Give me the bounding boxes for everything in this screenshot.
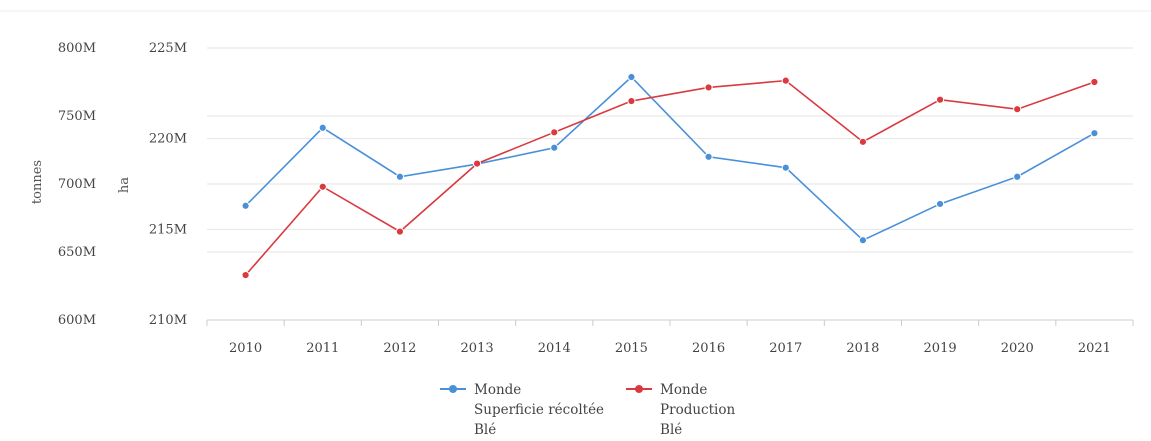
x-tick-label: 2021	[1078, 341, 1111, 356]
data-point[interactable]	[935, 95, 945, 104]
legend-line-2: Superficie récoltée	[474, 402, 605, 418]
data-point[interactable]	[627, 96, 636, 106]
right-tick-label: 220M	[149, 132, 187, 147]
legend-swatch-blue	[440, 382, 466, 396]
data-point[interactable]	[318, 123, 327, 132]
x-tick-label: 2012	[383, 341, 416, 356]
right-tick-label: 225M	[149, 41, 187, 56]
data-point[interactable]	[781, 163, 790, 172]
data-point[interactable]	[1013, 172, 1022, 181]
x-tick-label: 2011	[306, 341, 339, 356]
left-tick-label: 700M	[58, 177, 96, 192]
x-tick-label: 2016	[692, 341, 725, 356]
x-tick-label: 2015	[615, 341, 648, 356]
data-point[interactable]	[241, 201, 250, 210]
left-tick-label: 600M	[58, 313, 96, 328]
right-tick-label: 210M	[149, 313, 187, 328]
left-tick-label: 650M	[58, 245, 96, 260]
data-point[interactable]	[1090, 77, 1099, 87]
x-tick-label: 2014	[538, 341, 571, 356]
data-point[interactable]	[704, 152, 713, 161]
gridlines	[207, 47, 1133, 253]
data-point[interactable]	[781, 76, 790, 85]
right-axis-ticks: 225M 220M 215M 210M	[149, 41, 187, 328]
legend-label: Monde Superficie récoltée Blé	[474, 380, 604, 440]
data-point[interactable]	[858, 236, 868, 245]
right-axis-title: ha	[117, 177, 132, 193]
series-line-0	[245, 75, 1095, 242]
x-tick-label: 2019	[924, 341, 957, 356]
legend-line-2: Production	[660, 402, 736, 418]
data-point[interactable]	[935, 199, 945, 209]
left-axis-ticks: 800M 750M 700M 650M 600M	[58, 41, 96, 328]
legend-item-superficie[interactable]: Monde Superficie récoltée Blé	[440, 380, 604, 440]
data-point[interactable]	[550, 143, 559, 152]
series-layer	[241, 72, 1099, 280]
data-point[interactable]	[318, 182, 327, 191]
legend-line-3: Blé	[660, 422, 683, 438]
legend-swatch-red	[626, 382, 653, 396]
x-axis: 2010 2011 2012 2013 2014 2015 2016 2017 2018 2019…	[206, 319, 1134, 356]
left-tick-label: 800M	[58, 41, 96, 56]
legend-label: Monde Production Blé	[660, 380, 735, 440]
x-tick-label: 2017	[769, 341, 802, 356]
data-point[interactable]	[627, 72, 636, 82]
data-point[interactable]	[1090, 129, 1099, 138]
data-point[interactable]	[1013, 105, 1022, 114]
x-tick-label: 2018	[846, 341, 879, 356]
legend-line-1: Monde	[660, 382, 708, 398]
data-point[interactable]	[550, 128, 559, 137]
data-point[interactable]	[395, 172, 405, 181]
legend-line-3: Blé	[474, 422, 497, 438]
left-axis-title: tonnes	[30, 160, 45, 204]
data-point[interactable]	[704, 83, 713, 92]
right-tick-label: 215M	[149, 222, 187, 237]
legend-line-1: Monde	[474, 382, 522, 398]
data-point[interactable]	[472, 159, 482, 168]
legend-item-production[interactable]: Monde Production Blé	[626, 380, 735, 440]
series-line-1	[244, 79, 1095, 276]
x-tick-label: 2010	[229, 341, 262, 356]
x-tick-label: 2013	[461, 341, 494, 356]
left-tick-label: 750M	[58, 109, 96, 124]
legend: Monde Superficie récoltée Blé Monde Prod…	[440, 380, 735, 440]
x-tick-label: 2020	[1001, 341, 1034, 356]
data-point[interactable]	[395, 227, 405, 236]
data-point[interactable]	[858, 137, 868, 146]
data-point[interactable]	[241, 271, 250, 280]
